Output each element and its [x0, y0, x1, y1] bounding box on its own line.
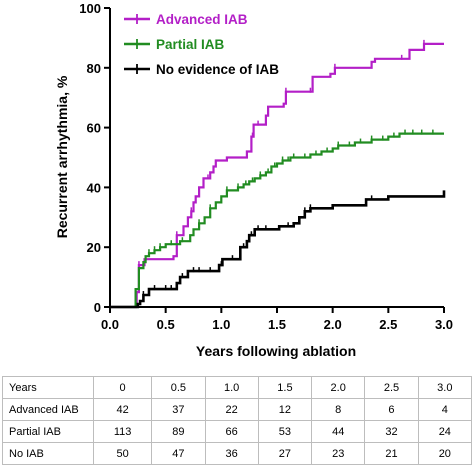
- advanced-iab-curve: [110, 42, 444, 309]
- risk-table-cell: 24: [417, 420, 473, 443]
- risk-table-cell: 20: [417, 442, 473, 465]
- risk-table-row-label: No IAB: [2, 442, 94, 465]
- risk-table-cell: 37: [151, 398, 206, 421]
- risk-table-header-cell: 0.5: [151, 376, 206, 399]
- risk-table-cell: 42: [92, 398, 153, 421]
- risk-table-header-cell: 2.0: [311, 376, 366, 399]
- risk-table-header-label: Years: [2, 376, 94, 399]
- y-tick-label: 20: [87, 240, 101, 255]
- y-tick-label: 0: [94, 300, 101, 315]
- risk-table-cell: 36: [204, 442, 259, 465]
- risk-table: Years 0 0.5 1.0 1.5 2.0 2.5 3.0 Advanced IAB 42 37…: [2, 376, 473, 465]
- risk-table-header-cell: 2.5: [364, 376, 419, 399]
- risk-table-cell: 47: [151, 442, 206, 465]
- risk-table-header-cell: 3.0: [417, 376, 473, 399]
- risk-table-cell: 8: [311, 398, 366, 421]
- x-tick-label: 1.5: [268, 317, 286, 332]
- x-tick-label: 0.5: [157, 317, 175, 332]
- y-tick-label: 80: [87, 61, 101, 76]
- risk-table-cell: 89: [151, 420, 206, 443]
- risk-table-cell: 12: [257, 398, 313, 421]
- x-tick-label: 2.0: [324, 317, 342, 332]
- risk-table-cell: 23: [311, 442, 366, 465]
- risk-table-row-label: Advanced IAB: [2, 398, 94, 421]
- risk-table-header-cell: 1.5: [257, 376, 313, 399]
- legend-label-no-evidence-of-iab: No evidence of IAB: [156, 62, 279, 77]
- risk-table-cell: 66: [204, 420, 259, 443]
- risk-table-cell: 53: [257, 420, 313, 443]
- risk-table-cell: 32: [364, 420, 419, 443]
- risk-table-header-row: Years 0 0.5 1.0 1.5 2.0 2.5 3.0: [2, 376, 473, 399]
- x-tick-label: 3.0: [435, 317, 453, 332]
- x-tick-label: 2.5: [379, 317, 397, 332]
- risk-table-cell: 4: [417, 398, 473, 421]
- partial-iab-curve: [110, 132, 444, 309]
- y-axis-title: Recurrent arrhythmia, %: [54, 75, 70, 238]
- table-row: Advanced IAB 42 37 22 12 8 6 4: [2, 398, 473, 421]
- y-tick-label: 60: [87, 121, 101, 136]
- table-row: No IAB 50 47 36 27 23 21 20: [2, 442, 473, 465]
- risk-table-cell: 44: [311, 420, 366, 443]
- axes: 0 20 40 60 80 100 0.0 0.5 1.0 1.5 2.0 2.5 3.0: [79, 1, 453, 332]
- risk-table-row-label: Partial IAB: [2, 420, 94, 443]
- legend: Advanced IAB Partial IAB No evidence of IA…: [124, 12, 279, 77]
- no-evidence-of-iab-curve: [110, 190, 446, 309]
- km-chart: 0 20 40 60 80 100 0.0 0.5 1.0 1.5 2.0 2.5 3.0 Advanc…: [54, 1, 453, 359]
- risk-table-cell: 6: [364, 398, 419, 421]
- x-tick-label: 1.0: [212, 317, 230, 332]
- risk-table-cell: 27: [257, 442, 313, 465]
- table-row: Partial IAB 113 89 66 53 44 32 24: [2, 420, 473, 443]
- risk-table-header-cell: 0: [92, 376, 153, 399]
- risk-table-cell: 113: [92, 420, 153, 443]
- legend-label-advanced-iab: Advanced IAB: [156, 12, 248, 27]
- x-tick-label: 0.0: [101, 317, 119, 332]
- risk-table-cell: 21: [364, 442, 419, 465]
- legend-label-partial-iab: Partial IAB: [156, 37, 225, 52]
- curves: [110, 39, 446, 309]
- x-axis-title: Years following ablation: [196, 343, 356, 359]
- risk-table-cell: 22: [204, 398, 259, 421]
- y-tick-label: 100: [79, 1, 101, 16]
- risk-table-cell: 50: [92, 442, 153, 465]
- risk-table-header-cell: 1.0: [204, 376, 259, 399]
- y-tick-label: 40: [87, 180, 101, 195]
